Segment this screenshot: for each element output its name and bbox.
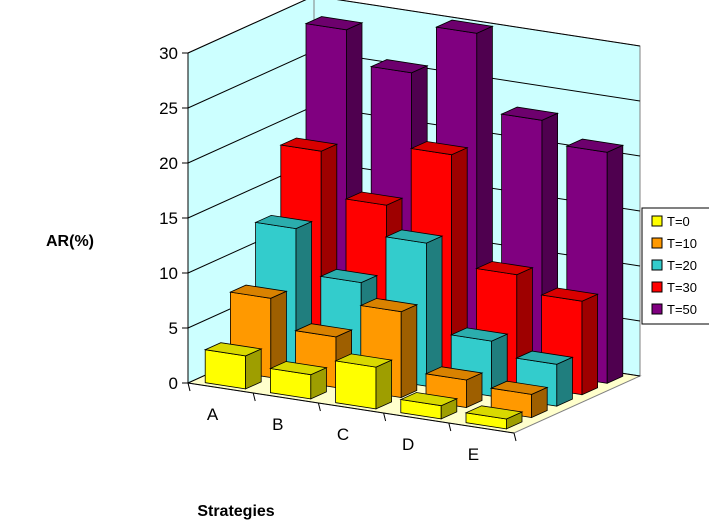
bar-top-face	[434, 19, 494, 34]
bar-top-face	[384, 229, 444, 244]
bar-top-face	[399, 392, 459, 407]
y-tick-label: 15	[159, 209, 178, 228]
bar-top-face	[489, 380, 549, 395]
legend-label: T=10	[667, 236, 697, 251]
bar-top-face	[304, 16, 364, 31]
legend-label: T=0	[667, 214, 690, 229]
y-tick-label: 25	[159, 99, 178, 118]
bar-top-face	[344, 191, 404, 206]
legend-swatch	[651, 259, 663, 271]
bar	[464, 405, 524, 430]
bar-top-face	[279, 137, 339, 152]
legend: T=0 T=10 T=20 T=30 T=50	[641, 207, 709, 325]
bar-top-face	[514, 350, 574, 365]
x-tick-label: B	[272, 415, 283, 434]
x-tick-mark	[513, 432, 517, 442]
x-tick-mark	[317, 402, 321, 412]
x-tick-label: D	[402, 435, 414, 454]
bar-side-face	[606, 144, 624, 384]
bar-top-face	[424, 366, 484, 381]
x-tick-label: C	[337, 425, 349, 444]
legend-swatch	[651, 237, 663, 249]
bar-top-face	[449, 327, 509, 342]
y-tick-label: 5	[169, 319, 178, 338]
bar-front-face	[335, 360, 377, 410]
x-axis-title: Strategies	[197, 503, 274, 520]
bar-side-face	[581, 293, 598, 396]
x-tick-label: A	[207, 405, 219, 424]
y-tick-label: 20	[159, 154, 178, 173]
legend-label: T=20	[667, 258, 697, 273]
x-axis-line	[187, 382, 515, 434]
bar-top-face	[540, 287, 600, 302]
legend-swatch	[651, 303, 663, 315]
bar	[334, 353, 394, 410]
bar-top-face	[294, 323, 354, 338]
y-axis-title: AR(%)	[46, 233, 94, 250]
bar	[203, 342, 263, 390]
bar-top-face	[464, 405, 524, 420]
bar-top-face	[565, 138, 625, 153]
legend-label: T=50	[667, 302, 697, 317]
legend-swatch	[651, 281, 663, 293]
bar-top-face	[254, 214, 314, 230]
bar-top-face	[474, 261, 534, 276]
bar-side-face	[400, 304, 418, 399]
bar-front-face	[204, 349, 247, 390]
x-tick-mark	[383, 412, 387, 422]
chart-bars	[203, 16, 625, 430]
bar-top-face	[359, 298, 419, 313]
legend-label: T=30	[667, 280, 697, 295]
x-tick-mark	[252, 392, 256, 402]
y-tick-label: 0	[169, 374, 178, 393]
bar-top-face	[228, 284, 288, 299]
bar-top-face	[268, 361, 328, 376]
gridline	[187, 0, 641, 54]
x-tick-mark	[448, 422, 452, 432]
y-tick-label: 10	[159, 264, 178, 283]
bar	[399, 392, 459, 420]
bar-side-face	[375, 359, 393, 410]
chart-axes: 0 5 10 15 20 25 30 A B C D E	[159, 44, 517, 464]
legend-swatch	[651, 215, 663, 227]
bar-top-face	[500, 106, 560, 121]
bar-top-face	[203, 342, 263, 357]
bar-top-face	[369, 59, 429, 74]
x-tick-label: E	[468, 445, 479, 464]
x-tick-mark	[187, 382, 191, 392]
bar-top-face	[409, 141, 469, 156]
bar-top-face	[319, 268, 379, 284]
bar	[268, 361, 328, 400]
bar-side-face	[425, 235, 443, 387]
y-tick-label: 30	[159, 44, 178, 63]
bar-side-face	[556, 356, 573, 407]
bar-top-face	[334, 353, 394, 368]
